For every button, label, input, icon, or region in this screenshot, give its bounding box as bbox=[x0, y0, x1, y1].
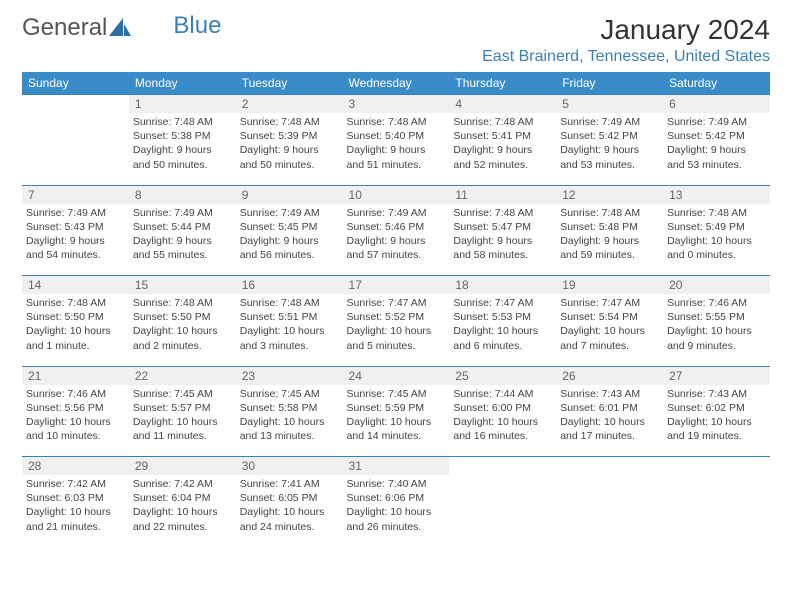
day-detail-row: Sunrise: 7:48 AM Sunset: 5:50 PM Dayligh… bbox=[22, 294, 770, 366]
day-detail-cell: Sunrise: 7:48 AM Sunset: 5:49 PM Dayligh… bbox=[663, 204, 770, 276]
day-detail-cell: Sunrise: 7:48 AM Sunset: 5:40 PM Dayligh… bbox=[343, 113, 450, 185]
day-number-row: 28293031 bbox=[22, 457, 770, 476]
day-number-cell: 4 bbox=[449, 95, 556, 114]
day-number-cell: 6 bbox=[663, 95, 770, 114]
weekday-header: Wednesday bbox=[343, 72, 450, 95]
day-detail-cell: Sunrise: 7:42 AM Sunset: 6:04 PM Dayligh… bbox=[129, 475, 236, 547]
day-number-cell: 17 bbox=[343, 276, 450, 295]
day-number-cell: 21 bbox=[22, 366, 129, 385]
day-detail-cell: Sunrise: 7:48 AM Sunset: 5:50 PM Dayligh… bbox=[22, 294, 129, 366]
location-label: East Brainerd, Tennessee, United States bbox=[482, 48, 770, 66]
day-detail-cell: Sunrise: 7:43 AM Sunset: 6:01 PM Dayligh… bbox=[556, 385, 663, 457]
day-detail-cell: Sunrise: 7:46 AM Sunset: 5:55 PM Dayligh… bbox=[663, 294, 770, 366]
day-number-cell: 26 bbox=[556, 366, 663, 385]
weekday-header: Monday bbox=[129, 72, 236, 95]
weekday-header: Friday bbox=[556, 72, 663, 95]
day-detail-cell: Sunrise: 7:44 AM Sunset: 6:00 PM Dayligh… bbox=[449, 385, 556, 457]
day-number-row: 21222324252627 bbox=[22, 366, 770, 385]
day-detail-row: Sunrise: 7:48 AM Sunset: 5:38 PM Dayligh… bbox=[22, 113, 770, 185]
day-detail-cell bbox=[556, 475, 663, 547]
day-number-cell: 30 bbox=[236, 457, 343, 476]
day-detail-cell: Sunrise: 7:45 AM Sunset: 5:59 PM Dayligh… bbox=[343, 385, 450, 457]
day-number-cell: 28 bbox=[22, 457, 129, 476]
day-number-cell: 24 bbox=[343, 366, 450, 385]
day-detail-cell: Sunrise: 7:48 AM Sunset: 5:48 PM Dayligh… bbox=[556, 204, 663, 276]
day-number-cell: 31 bbox=[343, 457, 450, 476]
day-number-cell bbox=[22, 95, 129, 114]
day-number-cell: 7 bbox=[22, 185, 129, 204]
day-number-cell: 11 bbox=[449, 185, 556, 204]
day-detail-cell bbox=[22, 113, 129, 185]
day-detail-cell: Sunrise: 7:42 AM Sunset: 6:03 PM Dayligh… bbox=[22, 475, 129, 547]
day-number-cell: 8 bbox=[129, 185, 236, 204]
day-number-cell: 27 bbox=[663, 366, 770, 385]
day-number-cell bbox=[449, 457, 556, 476]
page-title: January 2024 bbox=[482, 14, 770, 46]
day-detail-cell: Sunrise: 7:48 AM Sunset: 5:38 PM Dayligh… bbox=[129, 113, 236, 185]
day-number-cell bbox=[663, 457, 770, 476]
day-number-cell: 14 bbox=[22, 276, 129, 295]
day-detail-row: Sunrise: 7:49 AM Sunset: 5:43 PM Dayligh… bbox=[22, 204, 770, 276]
day-detail-cell: Sunrise: 7:49 AM Sunset: 5:46 PM Dayligh… bbox=[343, 204, 450, 276]
day-number-cell: 2 bbox=[236, 95, 343, 114]
day-detail-cell: Sunrise: 7:45 AM Sunset: 5:57 PM Dayligh… bbox=[129, 385, 236, 457]
day-number-cell: 10 bbox=[343, 185, 450, 204]
logo-text-b: Blue bbox=[173, 12, 221, 40]
logo: General Blue bbox=[22, 14, 221, 42]
day-number-cell: 1 bbox=[129, 95, 236, 114]
day-detail-cell: Sunrise: 7:43 AM Sunset: 6:02 PM Dayligh… bbox=[663, 385, 770, 457]
day-number-cell: 3 bbox=[343, 95, 450, 114]
day-detail-cell: Sunrise: 7:47 AM Sunset: 5:52 PM Dayligh… bbox=[343, 294, 450, 366]
day-number-cell: 18 bbox=[449, 276, 556, 295]
day-detail-cell: Sunrise: 7:46 AM Sunset: 5:56 PM Dayligh… bbox=[22, 385, 129, 457]
day-detail-cell: Sunrise: 7:48 AM Sunset: 5:51 PM Dayligh… bbox=[236, 294, 343, 366]
day-number-cell: 13 bbox=[663, 185, 770, 204]
day-detail-cell: Sunrise: 7:49 AM Sunset: 5:44 PM Dayligh… bbox=[129, 204, 236, 276]
day-number-cell: 29 bbox=[129, 457, 236, 476]
day-number-row: 14151617181920 bbox=[22, 276, 770, 295]
day-number-cell: 20 bbox=[663, 276, 770, 295]
weekday-header-row: Sunday Monday Tuesday Wednesday Thursday… bbox=[22, 72, 770, 95]
day-detail-cell: Sunrise: 7:47 AM Sunset: 5:53 PM Dayligh… bbox=[449, 294, 556, 366]
day-detail-cell: Sunrise: 7:49 AM Sunset: 5:42 PM Dayligh… bbox=[663, 113, 770, 185]
day-number-cell: 25 bbox=[449, 366, 556, 385]
day-detail-cell: Sunrise: 7:48 AM Sunset: 5:41 PM Dayligh… bbox=[449, 113, 556, 185]
day-number-cell: 12 bbox=[556, 185, 663, 204]
day-number-cell bbox=[556, 457, 663, 476]
weekday-header: Saturday bbox=[663, 72, 770, 95]
day-detail-cell bbox=[663, 475, 770, 547]
day-detail-cell: Sunrise: 7:47 AM Sunset: 5:54 PM Dayligh… bbox=[556, 294, 663, 366]
header: General Blue January 2024 East Brainerd,… bbox=[22, 14, 770, 66]
day-detail-cell: Sunrise: 7:48 AM Sunset: 5:39 PM Dayligh… bbox=[236, 113, 343, 185]
logo-text-a: General bbox=[22, 14, 107, 42]
day-number-cell: 9 bbox=[236, 185, 343, 204]
day-detail-cell bbox=[449, 475, 556, 547]
calendar-table: Sunday Monday Tuesday Wednesday Thursday… bbox=[22, 72, 770, 547]
weekday-header: Thursday bbox=[449, 72, 556, 95]
day-number-cell: 23 bbox=[236, 366, 343, 385]
day-number-cell: 15 bbox=[129, 276, 236, 295]
day-detail-cell: Sunrise: 7:41 AM Sunset: 6:05 PM Dayligh… bbox=[236, 475, 343, 547]
day-detail-row: Sunrise: 7:46 AM Sunset: 5:56 PM Dayligh… bbox=[22, 385, 770, 457]
day-number-cell: 22 bbox=[129, 366, 236, 385]
weekday-header: Tuesday bbox=[236, 72, 343, 95]
day-detail-cell: Sunrise: 7:49 AM Sunset: 5:42 PM Dayligh… bbox=[556, 113, 663, 185]
day-number-row: 123456 bbox=[22, 95, 770, 114]
day-number-cell: 5 bbox=[556, 95, 663, 114]
title-block: January 2024 East Brainerd, Tennessee, U… bbox=[482, 14, 770, 66]
day-detail-cell: Sunrise: 7:49 AM Sunset: 5:43 PM Dayligh… bbox=[22, 204, 129, 276]
day-detail-row: Sunrise: 7:42 AM Sunset: 6:03 PM Dayligh… bbox=[22, 475, 770, 547]
logo-sail-icon bbox=[109, 18, 131, 38]
day-detail-cell: Sunrise: 7:49 AM Sunset: 5:45 PM Dayligh… bbox=[236, 204, 343, 276]
day-number-cell: 19 bbox=[556, 276, 663, 295]
day-detail-cell: Sunrise: 7:48 AM Sunset: 5:50 PM Dayligh… bbox=[129, 294, 236, 366]
day-detail-cell: Sunrise: 7:40 AM Sunset: 6:06 PM Dayligh… bbox=[343, 475, 450, 547]
day-detail-cell: Sunrise: 7:45 AM Sunset: 5:58 PM Dayligh… bbox=[236, 385, 343, 457]
day-number-row: 78910111213 bbox=[22, 185, 770, 204]
day-number-cell: 16 bbox=[236, 276, 343, 295]
day-detail-cell: Sunrise: 7:48 AM Sunset: 5:47 PM Dayligh… bbox=[449, 204, 556, 276]
weekday-header: Sunday bbox=[22, 72, 129, 95]
